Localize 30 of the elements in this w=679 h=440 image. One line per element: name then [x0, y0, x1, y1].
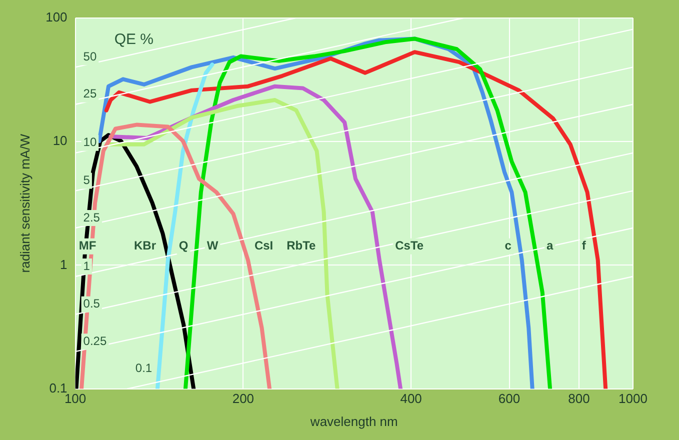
series-label: 0.1	[135, 361, 152, 376]
series-label: 1	[83, 258, 90, 273]
series-label: 0.25	[83, 334, 107, 348]
x-tick-label: 1000	[618, 391, 648, 406]
series-label: 5	[83, 173, 90, 188]
x-tick-label: 200	[232, 391, 254, 406]
x-tick-label: 600	[498, 391, 520, 406]
annotation: RbTe	[286, 238, 316, 253]
annotation: a	[546, 238, 554, 253]
annotation: QE %	[114, 31, 154, 48]
y-tick-label: 100	[46, 10, 68, 25]
annotation: W	[206, 238, 219, 253]
series-label: 2.5	[83, 210, 100, 224]
series-label: 25	[83, 86, 97, 101]
x-tick-label: 800	[568, 391, 590, 406]
annotation: MF	[78, 238, 96, 253]
series-label: 0.5	[83, 296, 100, 311]
y-axis-title: radiant sensitivity mA/W	[17, 133, 32, 273]
annotation: CsTe	[395, 238, 424, 253]
annotation: f	[582, 238, 587, 253]
x-axis-title: wavelength nm	[309, 414, 398, 429]
series-label: 50	[83, 50, 97, 64]
y-tick-label: 10	[52, 133, 68, 148]
annotation: KBr	[134, 238, 156, 253]
annotation: CsI	[254, 238, 274, 253]
annotation: c	[504, 238, 512, 253]
annotation: Q	[178, 238, 188, 253]
x-tick-label: 400	[400, 391, 422, 406]
series-label: 10	[83, 135, 97, 150]
y-tick-label: 1	[60, 256, 68, 272]
